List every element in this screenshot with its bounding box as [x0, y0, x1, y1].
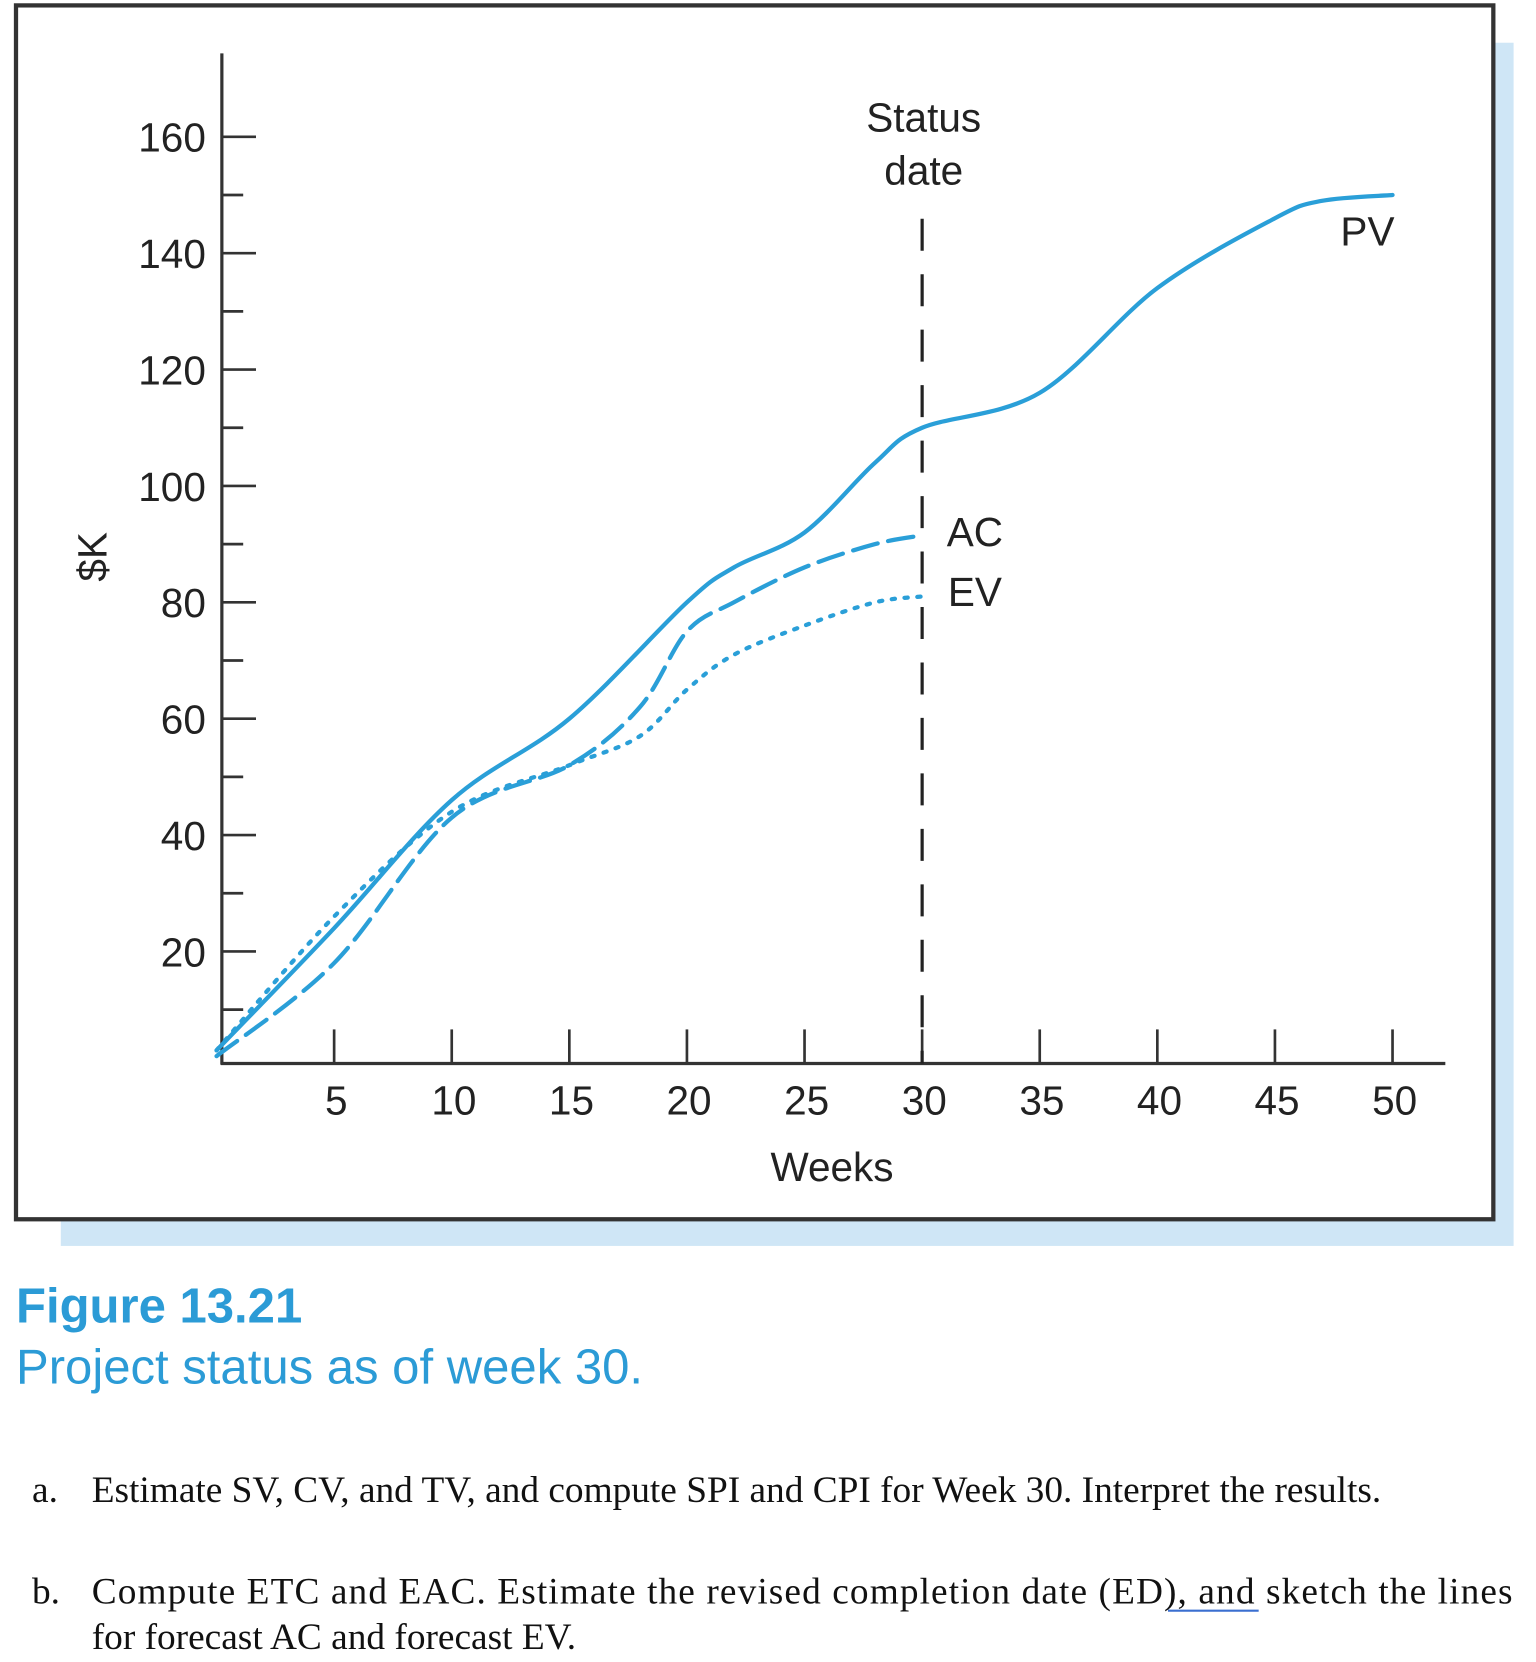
question-b-label: b.: [32, 1571, 60, 1612]
x-tick-label: 25: [784, 1078, 829, 1124]
y-tick-label: 140: [138, 231, 206, 277]
question-a-text: Estimate SV, CV, and TV, and compute SPI…: [92, 1470, 1382, 1511]
figure-number: Figure 13.21: [16, 1280, 302, 1334]
y-tick-label: 100: [138, 464, 206, 510]
figure-caption: Project status as of week 30.: [16, 1341, 643, 1395]
question-b-text-2: for forecast AC and forecast EV.: [92, 1617, 576, 1658]
y-tick-label: 20: [161, 929, 206, 975]
status-date-label-1: Status: [866, 94, 981, 140]
axes: 20 40 60 80 100 120 140 160 5 10 15 20 25 30 35 40 45 50: [138, 53, 1446, 1124]
x-tick-label: 30: [902, 1078, 947, 1124]
labels: PV AC EV: [947, 208, 1395, 615]
x-tick-label: 35: [1019, 1078, 1064, 1124]
x-tick-label: 20: [667, 1078, 712, 1124]
series-lines: [214, 192, 1395, 1059]
x-tick-label: 15: [549, 1078, 594, 1124]
y-tick-label: 40: [161, 813, 206, 859]
series-ev-line: [214, 594, 925, 1053]
x-axis-label: Weeks: [770, 1144, 893, 1190]
status-date-label-2: date: [884, 148, 963, 194]
y-tick-label: 80: [161, 580, 206, 626]
y-tick-label: 160: [138, 115, 206, 161]
y-axis-label: $K: [70, 532, 116, 582]
series-ev-label: EV: [948, 569, 1002, 615]
series-ac-label: AC: [947, 509, 1003, 555]
series-pv-line: [214, 192, 1395, 1053]
x-tick-label: 50: [1372, 1078, 1417, 1124]
chart-frame: [13, 3, 1496, 1222]
y-tick-label: 60: [161, 697, 206, 743]
x-tick-label: 10: [431, 1078, 476, 1124]
y-tick-label: 120: [138, 347, 206, 393]
x-tick-label: 45: [1255, 1078, 1300, 1124]
series-ac-line: [214, 533, 925, 1059]
x-tick-label: 5: [325, 1078, 348, 1124]
question-a-label: a.: [32, 1470, 58, 1511]
x-tick-label: 40: [1137, 1078, 1182, 1124]
question-b-text-1: Compute ETC and EAC. Estimate the revise…: [92, 1571, 1513, 1612]
series-pv-label: PV: [1340, 208, 1394, 254]
